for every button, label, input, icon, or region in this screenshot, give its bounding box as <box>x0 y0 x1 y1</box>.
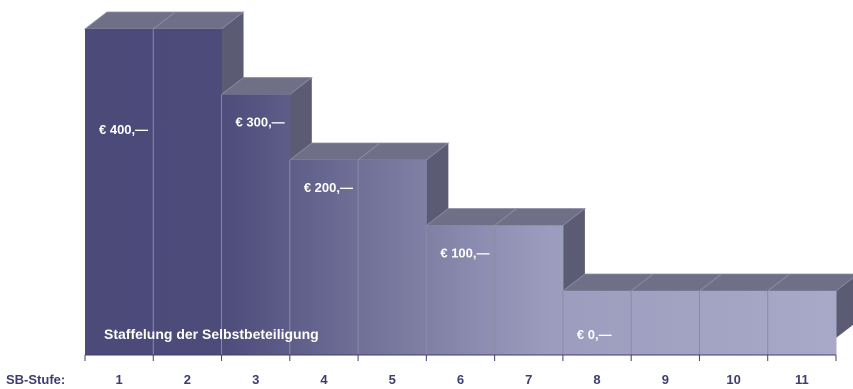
x-tick-label-2: 2 <box>184 372 191 387</box>
chart-subtitle: Staffelung der Selbstbeteiligung <box>104 326 319 342</box>
value-label-3: € 300,— <box>236 115 285 130</box>
x-tick-label-1: 1 <box>116 372 123 387</box>
bar-9 <box>631 291 700 355</box>
bar-3 <box>221 94 291 355</box>
bar-10 <box>699 291 769 355</box>
bar-dividers <box>152 29 769 355</box>
value-label-8: € 0,— <box>577 327 612 342</box>
x-tick-label-8: 8 <box>593 372 600 387</box>
bar-7 <box>494 225 564 355</box>
bar-4 <box>289 160 359 355</box>
x-tick-label-11: 11 <box>795 372 809 387</box>
x-tick-label-4: 4 <box>320 372 328 387</box>
bar-side-3 <box>289 77 312 160</box>
bar-5 <box>358 160 427 355</box>
bar-front-faces <box>85 29 837 355</box>
value-label-4: € 200,— <box>304 180 353 195</box>
bar-side-faces <box>221 12 853 338</box>
bar-side-7 <box>562 208 585 291</box>
x-tick-label-5: 5 <box>389 372 396 387</box>
x-tick-label-9: 9 <box>662 372 669 387</box>
bar-6 <box>426 225 496 355</box>
bar-8 <box>562 291 632 355</box>
x-tick-label-10: 10 <box>726 372 740 387</box>
value-label-1: € 400,— <box>99 122 148 137</box>
x-tick-label-6: 6 <box>457 372 464 387</box>
bar-side-2 <box>221 12 244 95</box>
bar-side-5 <box>426 143 449 226</box>
bar-top-faces <box>83 11 853 292</box>
value-labels: € 400,— € 300,— € 200,— € 100,— € 0,— <box>99 115 612 343</box>
x-tick-label-3: 3 <box>252 372 259 387</box>
x-tick-label-7: 7 <box>525 372 532 387</box>
x-axis-ticks: 1 2 3 4 5 6 7 8 9 10 11 <box>84 355 837 387</box>
value-label-6: € 100,— <box>440 246 489 261</box>
bar-2 <box>153 29 223 355</box>
bar-11 <box>767 291 837 355</box>
bar-1 <box>85 29 154 355</box>
bar-side-11 <box>836 277 853 338</box>
x-axis-label: SB-Stufe: <box>6 372 65 387</box>
